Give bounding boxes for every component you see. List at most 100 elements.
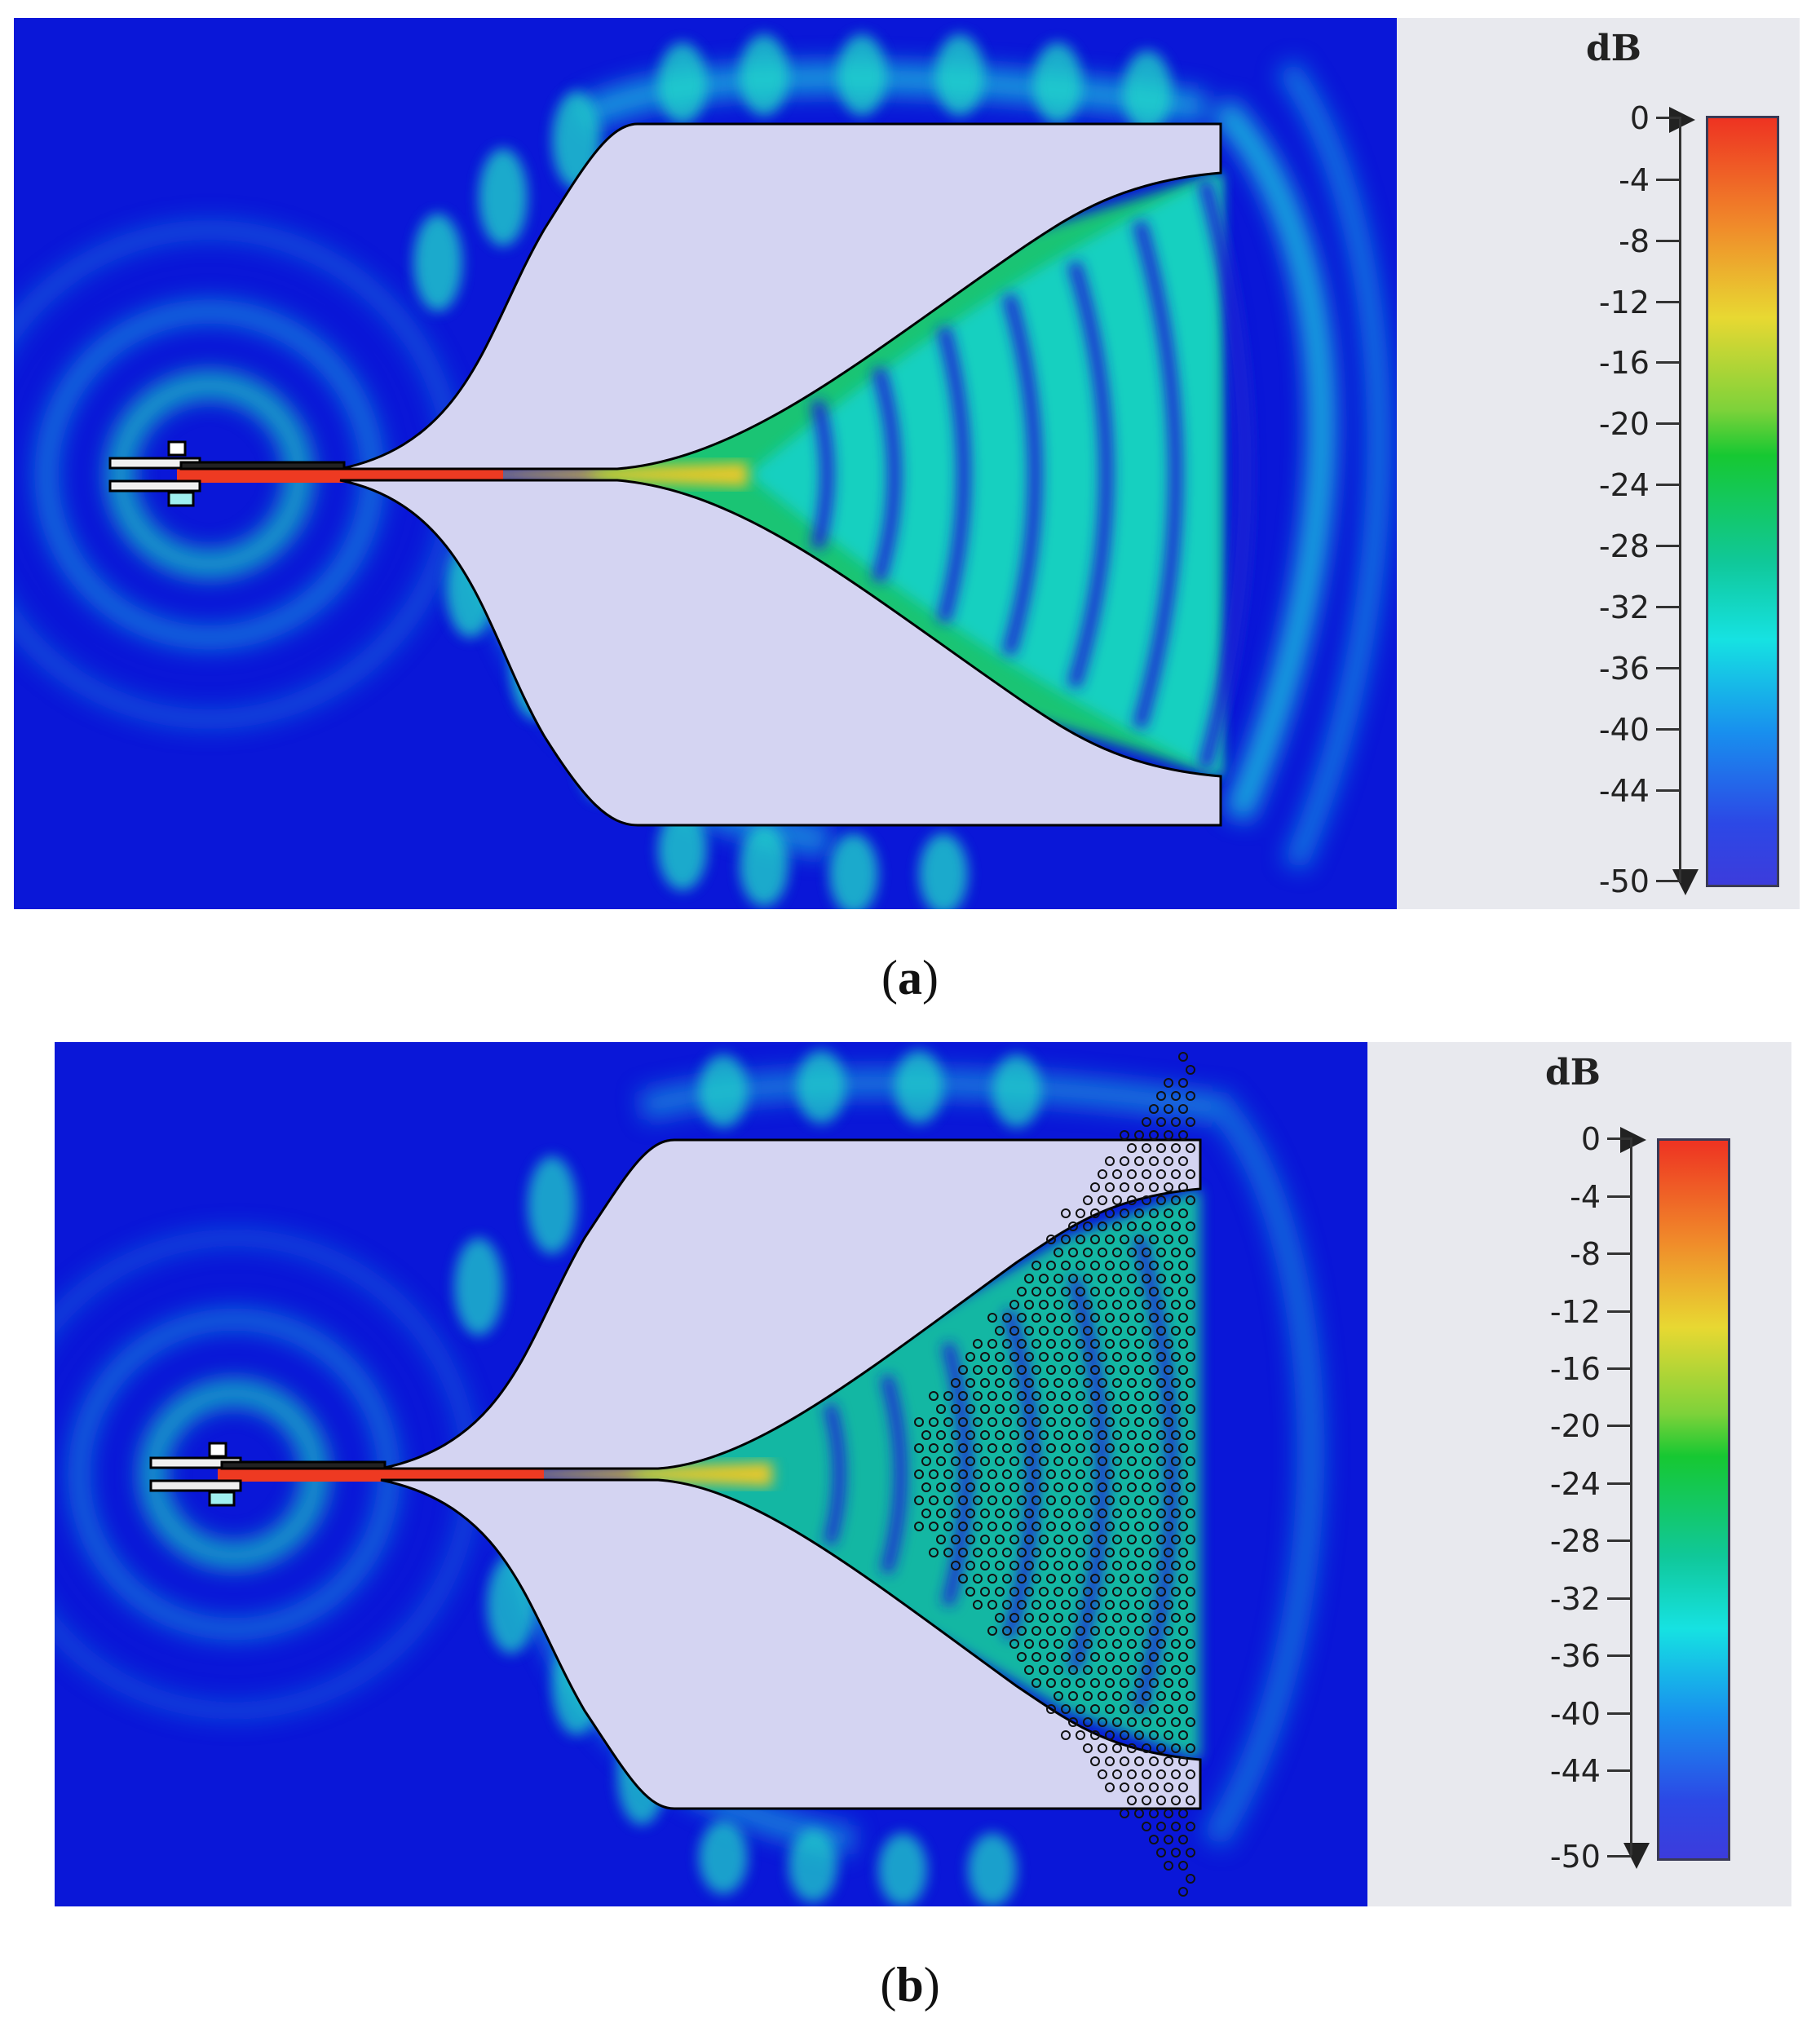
lens-element <box>1127 1717 1137 1727</box>
lens-element <box>1054 1300 1063 1310</box>
lens-element <box>1142 1430 1151 1440</box>
lens-element <box>1120 1574 1129 1584</box>
lens-element <box>1061 1365 1071 1375</box>
lens-element <box>1083 1561 1093 1570</box>
min-arrow-icon-a <box>1672 869 1699 895</box>
lens-element <box>1142 1352 1151 1362</box>
lens-element <box>958 1522 968 1531</box>
lens-element <box>1046 1287 1056 1297</box>
lens-element <box>1120 1756 1129 1766</box>
lens-element <box>951 1378 961 1388</box>
lens-element <box>1156 1796 1166 1805</box>
lens-element <box>1024 1535 1034 1544</box>
lens-element <box>1156 1430 1166 1440</box>
lens-element <box>1017 1652 1027 1662</box>
lens-element <box>1046 1313 1056 1323</box>
lens-element <box>1068 1430 1078 1440</box>
lens-element <box>1076 1417 1085 1427</box>
lens-element <box>1046 1678 1056 1688</box>
lens-element <box>1171 1456 1181 1466</box>
lens-element <box>1186 1482 1195 1492</box>
lens-element <box>1171 1169 1181 1179</box>
lens-element <box>943 1417 953 1427</box>
lens-element <box>1054 1665 1063 1675</box>
lens-element <box>1186 1221 1195 1231</box>
lens-element <box>1156 1482 1166 1492</box>
lens-element <box>1120 1522 1129 1531</box>
lens-element <box>1068 1352 1078 1362</box>
lens-element <box>1090 1704 1100 1714</box>
lens-element <box>1068 1561 1078 1570</box>
lens-element <box>921 1430 931 1440</box>
lens-element <box>1098 1587 1107 1597</box>
lens-element <box>1127 1300 1137 1310</box>
lens-element <box>980 1535 990 1544</box>
lens-element <box>1149 1208 1159 1218</box>
lens-element <box>1171 1300 1181 1310</box>
lens-element <box>1186 1561 1195 1570</box>
lens-element <box>1134 1261 1144 1270</box>
lens-element <box>1090 1626 1100 1636</box>
lens-element <box>1134 1548 1144 1557</box>
lens-element <box>1127 1378 1137 1388</box>
lens-element <box>1112 1743 1122 1753</box>
lens-element <box>1068 1717 1078 1727</box>
lens-element <box>1083 1352 1093 1362</box>
tick-label: -4 <box>1570 1179 1601 1215</box>
lens-element <box>1068 1404 1078 1414</box>
lens-element <box>1134 1600 1144 1610</box>
lens-element <box>1127 1482 1137 1492</box>
lens-element <box>1076 1391 1085 1401</box>
lens-element <box>1120 1652 1129 1662</box>
lens-element <box>995 1587 1005 1597</box>
lens-element <box>1105 1313 1115 1323</box>
lens-element <box>1046 1522 1056 1531</box>
lens-element <box>1076 1287 1085 1297</box>
tick-label: -8 <box>1619 223 1650 259</box>
lens-element <box>1178 1495 1188 1505</box>
lens-element <box>1098 1195 1107 1205</box>
lens-element <box>1046 1391 1056 1401</box>
lens-element <box>1039 1430 1049 1440</box>
lens-element <box>1178 1339 1188 1349</box>
lens-element <box>1156 1195 1166 1205</box>
lens-element <box>1171 1822 1181 1831</box>
field-plot-b <box>55 1042 1367 1906</box>
lens-element <box>965 1587 975 1597</box>
lens-element <box>1105 1443 1115 1453</box>
feed-connector-b <box>149 1442 387 1507</box>
lens-element <box>1149 1548 1159 1557</box>
lens-element <box>1039 1509 1049 1518</box>
lens-element <box>1031 1287 1041 1297</box>
lens-element <box>1039 1300 1049 1310</box>
lens-element <box>1061 1417 1071 1427</box>
lens-element <box>1120 1782 1129 1792</box>
lens-element <box>943 1522 953 1531</box>
lens-element <box>1112 1482 1122 1492</box>
lens-element <box>1178 1313 1188 1323</box>
lens-element <box>958 1391 968 1401</box>
lens-element <box>1002 1339 1012 1349</box>
lens-element <box>1076 1365 1085 1375</box>
lens-element <box>1054 1248 1063 1257</box>
lens-element <box>1186 1796 1195 1805</box>
lens-element <box>980 1430 990 1440</box>
lens-element <box>1031 1522 1041 1531</box>
lens-element <box>1142 1691 1151 1701</box>
lens-element <box>1112 1535 1122 1544</box>
lens-element <box>987 1522 997 1531</box>
lens-element <box>1127 1639 1137 1649</box>
lens-element <box>1105 1548 1115 1557</box>
lens-element <box>936 1509 946 1518</box>
tick-label: -24 <box>1549 1466 1601 1502</box>
lens-element <box>1046 1417 1056 1427</box>
lens-element <box>1142 1143 1151 1153</box>
lens-element <box>1171 1613 1181 1623</box>
lens-element <box>1105 1652 1115 1662</box>
lens-element <box>958 1469 968 1479</box>
lens-element <box>1142 1769 1151 1779</box>
lens-element <box>1105 1678 1115 1688</box>
lens-element <box>1068 1509 1078 1518</box>
lens-element <box>965 1509 975 1518</box>
lens-element <box>1149 1313 1159 1323</box>
